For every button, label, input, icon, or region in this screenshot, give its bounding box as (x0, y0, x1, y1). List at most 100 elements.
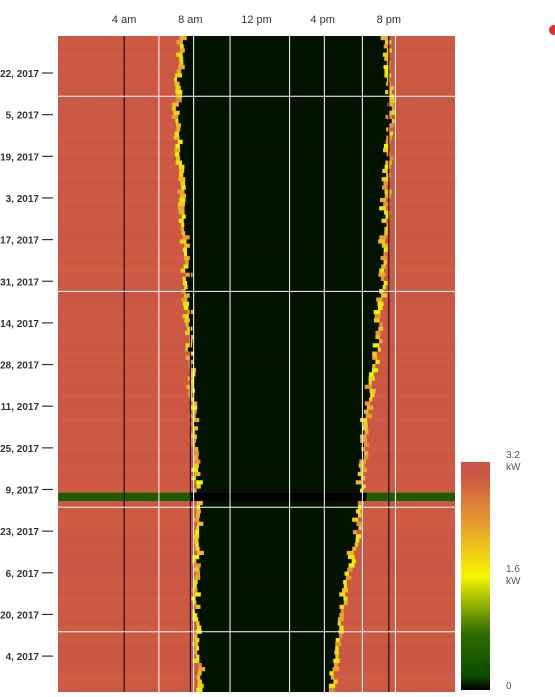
heatmap-cell-high (383, 301, 455, 307)
heatmap-cell-transition (197, 679, 203, 685)
heatmap-cell-high (58, 135, 175, 141)
heatmap-cell-transition (385, 214, 390, 220)
heatmap-cell-transition (383, 247, 389, 253)
heatmap-cell-transition (176, 127, 181, 133)
heatmap-cell-high (386, 185, 455, 191)
heatmap-cell-high (384, 239, 455, 245)
heatmap-cell-high (377, 355, 455, 361)
heatmap-cell-high (393, 102, 455, 108)
heatmap-cell-transition (330, 675, 335, 681)
heatmap-cell-high (389, 52, 455, 58)
heatmap-cell-transition (190, 442, 196, 448)
heatmap-cell-high (58, 218, 180, 224)
heatmap-cell-high (58, 509, 197, 515)
heatmap-cell-transition (185, 260, 190, 265)
heatmap-cell-high (390, 152, 455, 158)
heatmap-cell-low (198, 542, 356, 548)
heatmap-cell-transition (352, 517, 359, 523)
heatmap-cell-high (362, 521, 455, 527)
heatmap-cell-transition (375, 359, 381, 365)
heatmap-cell-high (372, 397, 455, 402)
heatmap-cell-high (58, 156, 177, 162)
heatmap-cell-transition (382, 285, 387, 290)
heatmap-cell-low (192, 393, 371, 398)
heatmap-cell-high (386, 235, 455, 241)
heatmap-cell-transition (193, 534, 200, 539)
heatmap-cell-transition (188, 388, 196, 394)
heatmap-cell-transition (195, 471, 201, 477)
heatmap-cell-high (388, 143, 455, 149)
heatmap-cell-high (58, 467, 192, 473)
heatmap-cell-transition (357, 471, 364, 477)
heatmap-cell-high (58, 69, 178, 74)
heatmap-cell-high (363, 488, 455, 494)
heatmap-cell-low (185, 185, 383, 191)
heatmap-cell-low (179, 81, 387, 87)
heatmap-cell-transition (381, 185, 387, 191)
heatmap-cell-low (201, 662, 335, 668)
heatmap-cell-transition (354, 542, 359, 548)
heatmap-cell-transition (328, 683, 336, 689)
heatmap-cell-low (202, 501, 359, 506)
heatmap-cell-low (179, 135, 387, 141)
heatmap-cell-transition (379, 235, 387, 241)
heatmap-cell-high (390, 127, 455, 133)
heatmap-cell-transition (381, 264, 387, 270)
heatmap-cell-low (198, 463, 360, 469)
heatmap-cell-transition (197, 550, 205, 556)
heatmap-cell-low (196, 409, 365, 415)
y-tick-label: 4, 2017 (6, 652, 40, 663)
heatmap-cell-transition (193, 459, 201, 465)
heatmap-cell-transition (382, 52, 390, 58)
heatmap-cell-high (380, 314, 455, 319)
heatmap-cell-low (200, 459, 360, 465)
heatmap-cell-transition (374, 314, 382, 319)
heatmap-cell-high (382, 305, 455, 311)
heatmap-cell-low (200, 471, 359, 477)
heatmap-cell-low (200, 592, 340, 598)
heatmap-cell-transition (192, 409, 198, 415)
heatmap-cell-high (58, 687, 197, 693)
heatmap-cell-transition (179, 44, 185, 50)
heatmap-cell-transition (185, 272, 194, 278)
heatmap-cell-transition (189, 351, 195, 357)
heatmap-cell-low (196, 584, 345, 589)
heatmap-cell-low (192, 272, 379, 278)
heatmap-cell-low (189, 318, 375, 324)
heatmap-cell-transition (196, 501, 204, 506)
heatmap-cell-low (185, 268, 380, 274)
heatmap-cell-high (391, 189, 455, 195)
heatmap-cell-transition (196, 513, 201, 519)
heatmap-cell-low (200, 563, 350, 569)
heatmap-cell-transition (332, 667, 340, 672)
heatmap-cell-high (58, 596, 192, 602)
heatmap-cell-transition (379, 268, 385, 274)
heatmap-cell-transition (183, 264, 189, 270)
heatmap-cell-transition (343, 584, 348, 589)
heatmap-cell-transition (379, 322, 383, 328)
heatmap-cell-high (58, 247, 184, 253)
heatmap-cell-high (58, 197, 180, 203)
heatmap-cell-transition (198, 667, 206, 672)
heatmap-cell-transition (190, 405, 198, 411)
heatmap-cell-high (58, 480, 197, 486)
heatmap-cell-high (361, 525, 455, 531)
heatmap-cell-low (188, 314, 376, 319)
heatmap-cell-low (195, 372, 370, 378)
heatmap-cell-low (186, 247, 385, 253)
heatmap-cell-high (58, 459, 195, 465)
heatmap-cell-high (390, 164, 455, 170)
heatmap-cell-low (202, 480, 357, 486)
heatmap-cell-high (58, 44, 181, 50)
heatmap-cell-low (184, 206, 380, 211)
heatmap-cell-low (203, 550, 348, 556)
heatmap-cell-transition (369, 397, 373, 402)
heatmap-cell-high (367, 426, 455, 432)
heatmap-cell-transition (333, 662, 339, 668)
heatmap-cell-high (58, 160, 177, 166)
heatmap-cell-transition (180, 268, 186, 274)
heatmap-cell-transition (183, 251, 188, 257)
heatmap-cell-low (199, 417, 361, 423)
heatmap-cell-low (198, 426, 363, 432)
heatmap-cell-transition (335, 654, 340, 660)
